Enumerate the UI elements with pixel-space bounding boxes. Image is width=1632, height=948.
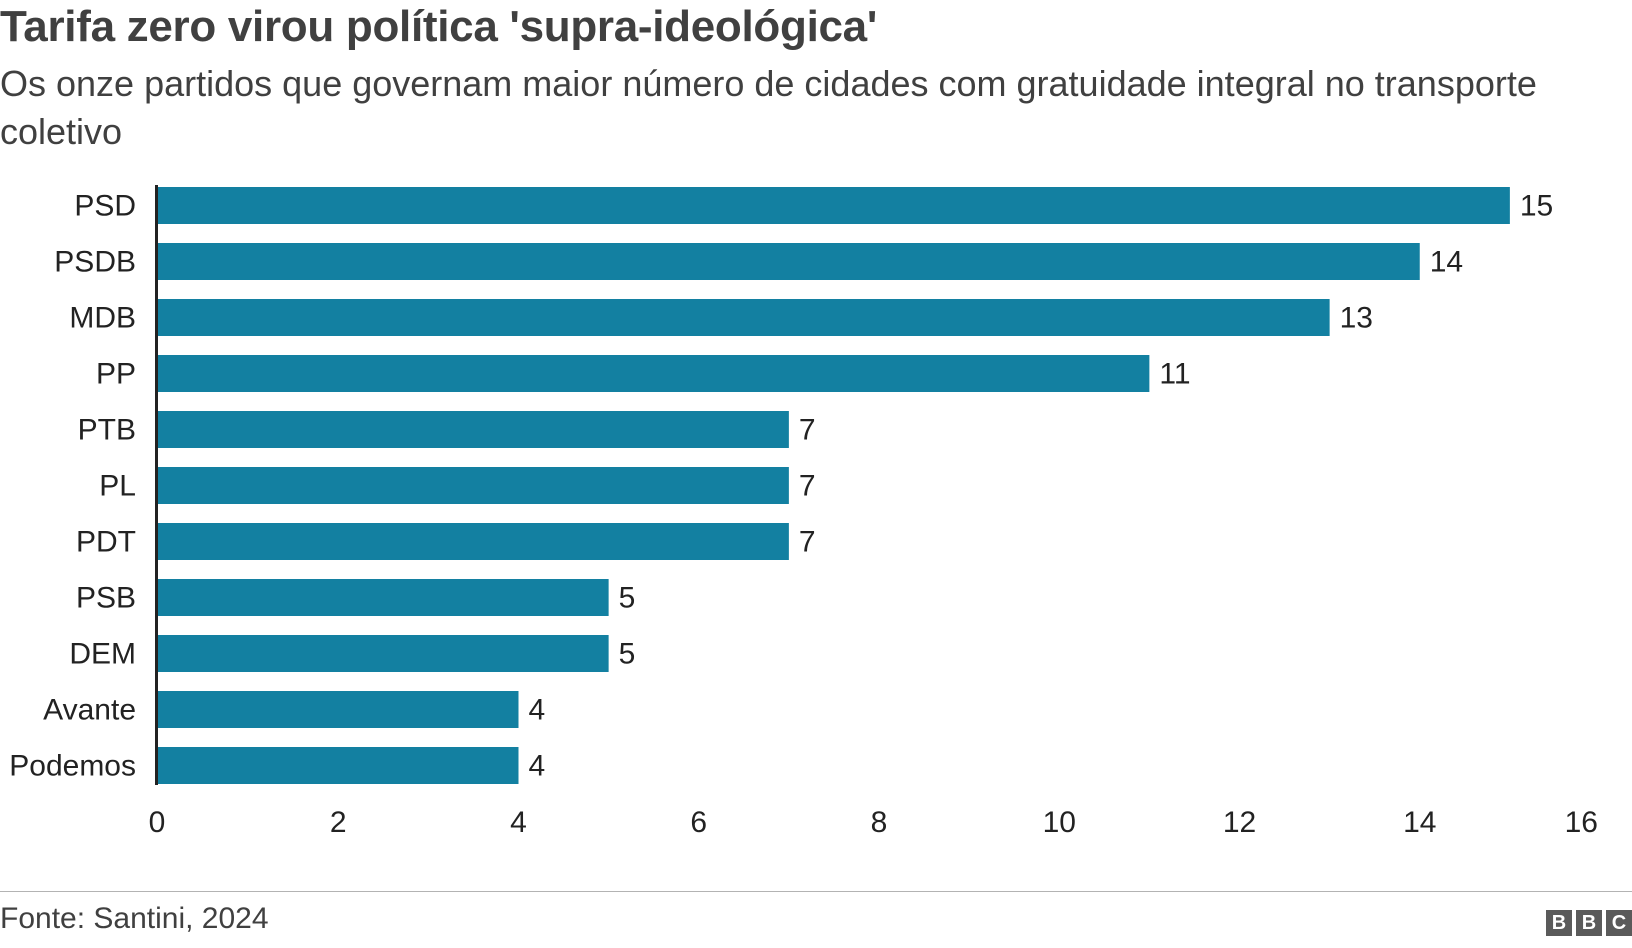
chart-title: Tarifa zero virou política 'supra-ideoló…: [0, 2, 878, 51]
data-label: 5: [619, 582, 636, 615]
bar: [158, 523, 789, 560]
x-tick-label: 12: [1223, 806, 1256, 839]
x-tick-label: 2: [330, 806, 347, 839]
category-label: DEM: [69, 638, 136, 671]
bar: [158, 411, 789, 448]
x-tick-label: 8: [871, 806, 888, 839]
bar: [158, 579, 609, 616]
logo-letter: B: [1576, 910, 1602, 936]
logo-letter: B: [1546, 910, 1572, 936]
category-label: PDT: [76, 526, 136, 559]
x-tick-label: 6: [690, 806, 707, 839]
logo-letter: C: [1606, 910, 1632, 936]
chart-subtitle: Os onze partidos que governam maior núme…: [0, 63, 1537, 152]
bar: [158, 747, 519, 784]
data-label: 7: [799, 470, 816, 503]
x-tick-label: 4: [510, 806, 527, 839]
category-label: PSDB: [54, 246, 136, 279]
category-label: PTB: [78, 414, 136, 447]
category-label: PP: [96, 358, 136, 391]
bar: [158, 243, 1420, 280]
data-label: 5: [619, 638, 636, 671]
x-tick-label: 0: [149, 806, 166, 839]
category-label: MDB: [69, 302, 136, 335]
bar: [158, 691, 519, 728]
footer-divider: [0, 891, 1632, 892]
category-label: PSD: [74, 190, 136, 223]
bar: [158, 635, 609, 672]
data-label: 7: [799, 526, 816, 559]
bar-chart: PSD 15 PSDB 14 MDB 13 PP 11 PTB 7 PL 7 PDT 7 PSB 5 DEM 5 A…: [9, 185, 1598, 839]
data-label: 4: [529, 694, 546, 727]
x-tick-label: 16: [1565, 806, 1598, 839]
category-label: PSB: [76, 582, 136, 615]
x-tick-label: 14: [1403, 806, 1436, 839]
category-label: Podemos: [9, 750, 136, 783]
bar: [158, 355, 1150, 392]
category-label: Avante: [43, 694, 136, 727]
data-label: 15: [1520, 190, 1553, 223]
source-note: Fonte: Santini, 2024: [0, 902, 269, 935]
data-label: 13: [1340, 302, 1373, 335]
bar: [158, 299, 1330, 336]
data-label: 11: [1159, 358, 1190, 391]
bbc-logo: B B C: [1546, 910, 1632, 936]
data-label: 7: [799, 414, 816, 447]
x-tick-label: 10: [1043, 806, 1076, 839]
data-label: 4: [529, 750, 546, 783]
category-label: PL: [99, 470, 136, 503]
bar: [158, 187, 1510, 224]
data-label: 14: [1430, 246, 1463, 279]
bar: [158, 467, 789, 504]
